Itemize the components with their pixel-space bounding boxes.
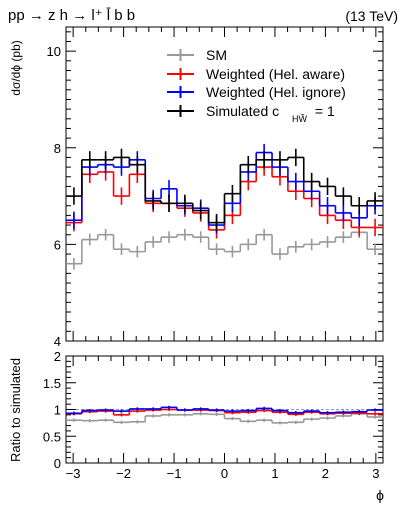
y-tick-label: 8: [54, 141, 61, 156]
x-axis-ticks: −3 −2 −1 0 1 2 3: [66, 27, 379, 481]
x-tick-label: 0: [221, 466, 228, 481]
x-tick-label: 3: [372, 466, 379, 481]
series-3: [66, 148, 383, 232]
x-tick-label: −3: [66, 466, 81, 481]
series-0: [66, 412, 383, 425]
x-axis-label: ϕ: [376, 487, 384, 503]
y-tick-label: 10: [47, 44, 61, 59]
ratio-y-axis-ticks: 0 0.5 1 1.5 2: [43, 349, 383, 471]
ratio-y-tick-label: 0.5: [43, 429, 61, 444]
legend-label-simulated: Simulated c: [206, 103, 279, 119]
legend-label-hel-ignore: Weighted (Hel. ignore): [206, 84, 346, 100]
legend-label-hel-aware: Weighted (Hel. aware): [206, 66, 345, 82]
ratio-y-tick-label: 1.5: [43, 376, 61, 391]
ratio-y-tick-label: 0: [54, 456, 61, 471]
legend-label-sm: SM: [206, 47, 227, 63]
main-plot-series: [66, 143, 383, 270]
energy-label: (13 TeV): [345, 8, 398, 24]
main-y-axis-label: dσ/dϕ (pb): [9, 40, 23, 95]
main-y-axis-ticks: 4 6 8 10: [47, 31, 383, 349]
x-tick-label: −1: [167, 466, 182, 481]
ratio-y-tick-label: 2: [54, 349, 61, 364]
series-0: [66, 226, 383, 270]
legend-entry-hel-ignore: Weighted (Hel. ignore): [167, 84, 346, 100]
y-tick-label: 6: [54, 237, 61, 252]
plot-title: pp → z h → l⁺ l̄ b b: [8, 7, 135, 24]
x-tick-label: 1: [271, 466, 278, 481]
legend: SM Weighted (Hel. aware) Weighted (Hel. …: [167, 47, 346, 124]
ratio-y-tick-label: 1: [54, 403, 61, 418]
x-tick-label: −2: [116, 466, 131, 481]
legend-entry-hel-aware: Weighted (Hel. aware): [167, 66, 345, 82]
ratio-y-axis-label: Ratio to simulated: [8, 358, 23, 462]
legend-entry-simulated: Simulated c HW̃ = 1: [167, 103, 335, 124]
legend-label-simulated-sub: HW̃: [292, 114, 307, 124]
ratio-plot-series: [66, 405, 383, 425]
legend-entry-sm: SM: [167, 47, 227, 63]
x-tick-label: 2: [322, 466, 329, 481]
series-2: [66, 405, 383, 415]
y-tick-label: 4: [54, 334, 61, 349]
legend-label-simulated-suffix: = 1: [311, 103, 335, 119]
